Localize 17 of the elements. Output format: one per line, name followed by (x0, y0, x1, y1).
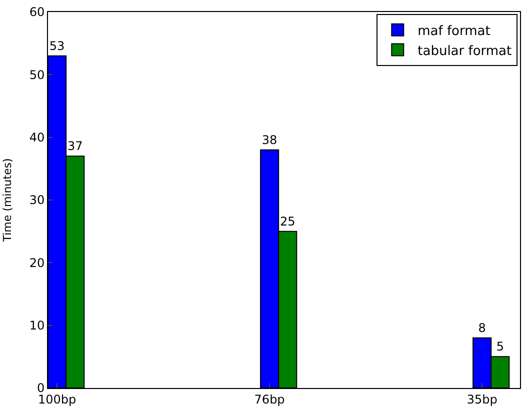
legend-label: tabular format (418, 44, 512, 59)
x-tick-label: 35bp (466, 392, 498, 406)
legend-label: maf format (418, 24, 490, 39)
data-label: 37 (67, 139, 83, 154)
data-label: 38 (262, 132, 278, 147)
data-label: 25 (280, 214, 296, 228)
y-axis-title: Time (minutes) (0, 158, 14, 243)
data-label: 5 (496, 340, 504, 354)
x-tick-label: 76bp (254, 392, 285, 406)
y-tick-label: 20 (29, 256, 45, 270)
data-label: 8 (478, 320, 486, 335)
y-tick-label: 30 (29, 193, 45, 208)
y-tick-label: 50 (29, 68, 45, 82)
y-tick-label: 10 (29, 318, 45, 333)
data-label: 53 (49, 38, 65, 53)
y-tick-label: 40 (29, 130, 45, 145)
y-tick-label: 60 (29, 5, 45, 20)
